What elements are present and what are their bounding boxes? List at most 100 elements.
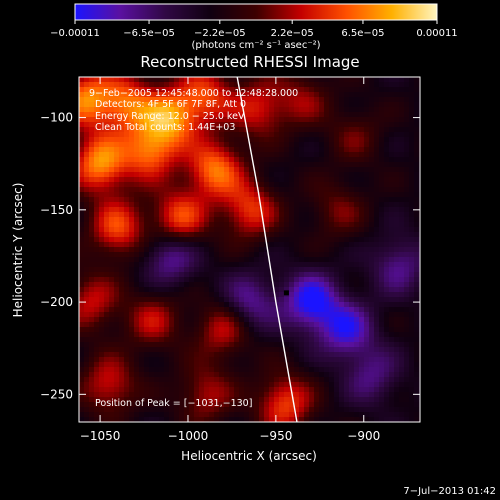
heatmap-cell (349, 352, 355, 358)
heatmap-cell (209, 297, 215, 303)
heatmap-cell (309, 82, 315, 88)
heatmap-cell (144, 87, 150, 93)
heatmap-cell (89, 237, 95, 243)
heatmap-cell (284, 117, 290, 123)
heatmap-cell (279, 402, 285, 408)
heatmap-cell (329, 307, 335, 313)
heatmap-cell (109, 377, 115, 383)
heatmap-cell (209, 127, 215, 133)
heatmap-cell (229, 202, 235, 208)
heatmap-cell (154, 77, 160, 83)
heatmap-cell (189, 407, 195, 413)
heatmap-cell (134, 382, 140, 388)
heatmap-cell (84, 222, 90, 228)
heatmap-cell (84, 357, 90, 363)
heatmap-cell (309, 87, 315, 93)
heatmap-cell (84, 182, 90, 188)
heatmap-cell (184, 122, 190, 128)
heatmap-cell (274, 287, 280, 293)
heatmap-cell (269, 132, 275, 138)
heatmap-cell (154, 227, 160, 233)
heatmap-cell (379, 212, 385, 218)
heatmap-cell (344, 297, 350, 303)
heatmap-cell (414, 307, 420, 313)
heatmap-cell (389, 112, 395, 118)
heatmap-cell (389, 352, 395, 358)
heatmap-cell (264, 197, 270, 203)
heatmap-cell (249, 192, 255, 198)
heatmap-cell (204, 382, 210, 388)
heatmap-cell (234, 292, 240, 298)
heatmap-cell (184, 342, 190, 348)
heatmap-cell (294, 257, 300, 263)
heatmap-cell (204, 192, 210, 198)
heatmap-cell (84, 317, 90, 323)
heatmap-cell (89, 132, 95, 138)
heatmap-cell (384, 272, 390, 278)
heatmap-cell (334, 177, 340, 183)
heatmap-cell (214, 342, 220, 348)
heatmap-cell (319, 257, 325, 263)
heatmap-cell (159, 272, 165, 278)
heatmap-cell (244, 262, 250, 268)
heatmap-cell (384, 322, 390, 328)
heatmap-cell (249, 222, 255, 228)
heatmap-cell (249, 352, 255, 358)
heatmap-cell (279, 87, 285, 93)
heatmap-cell (399, 347, 405, 353)
heatmap-cell (204, 342, 210, 348)
heatmap-cell (314, 157, 320, 163)
heatmap-cell (164, 212, 170, 218)
heatmap-cell (169, 367, 175, 373)
heatmap-cell (369, 292, 375, 298)
heatmap-cell (339, 77, 345, 83)
heatmap-cell (324, 97, 330, 103)
heatmap-cell (104, 412, 110, 418)
heatmap-cell (349, 362, 355, 368)
heatmap-cell (399, 392, 405, 398)
heatmap-cell (259, 187, 265, 193)
heatmap-cell (409, 277, 415, 283)
heatmap-cell (384, 307, 390, 313)
heatmap-cell (319, 227, 325, 233)
heatmap-cell (134, 87, 140, 93)
heatmap-cell (384, 152, 390, 158)
heatmap-cell (344, 197, 350, 203)
heatmap-cell (154, 297, 160, 303)
heatmap-cell (109, 247, 115, 253)
heatmap-cell (389, 302, 395, 308)
heatmap-cell (209, 102, 215, 108)
heatmap-cell (189, 377, 195, 383)
heatmap-cell (279, 117, 285, 123)
heatmap-cell (184, 277, 190, 283)
heatmap-cell (284, 102, 290, 108)
heatmap-cell (144, 242, 150, 248)
heatmap-cell (364, 362, 370, 368)
heatmap-cell (394, 207, 400, 213)
heatmap-cell (89, 332, 95, 338)
heatmap-cell (304, 272, 310, 278)
heatmap-cell (239, 242, 245, 248)
heatmap-cell (329, 147, 335, 153)
heatmap-cell (199, 267, 205, 273)
heatmap-cell (169, 297, 175, 303)
heatmap-cell (79, 262, 85, 268)
heatmap-cell (359, 237, 365, 243)
heatmap-cell (409, 87, 415, 93)
heatmap-cell (269, 87, 275, 93)
heatmap-cell (359, 392, 365, 398)
heatmap-cell (359, 142, 365, 148)
heatmap-cell (329, 242, 335, 248)
heatmap-cell (344, 182, 350, 188)
heatmap-cell (359, 222, 365, 228)
heatmap-cell (319, 107, 325, 113)
heatmap-cell (189, 222, 195, 228)
heatmap-cell (304, 182, 310, 188)
heatmap-cell (269, 187, 275, 193)
heatmap-cell (334, 277, 340, 283)
heatmap-cell (149, 222, 155, 228)
heatmap-cell (174, 292, 180, 298)
heatmap-cell (139, 322, 145, 328)
heatmap-cell (299, 382, 305, 388)
heatmap-cell (104, 297, 110, 303)
